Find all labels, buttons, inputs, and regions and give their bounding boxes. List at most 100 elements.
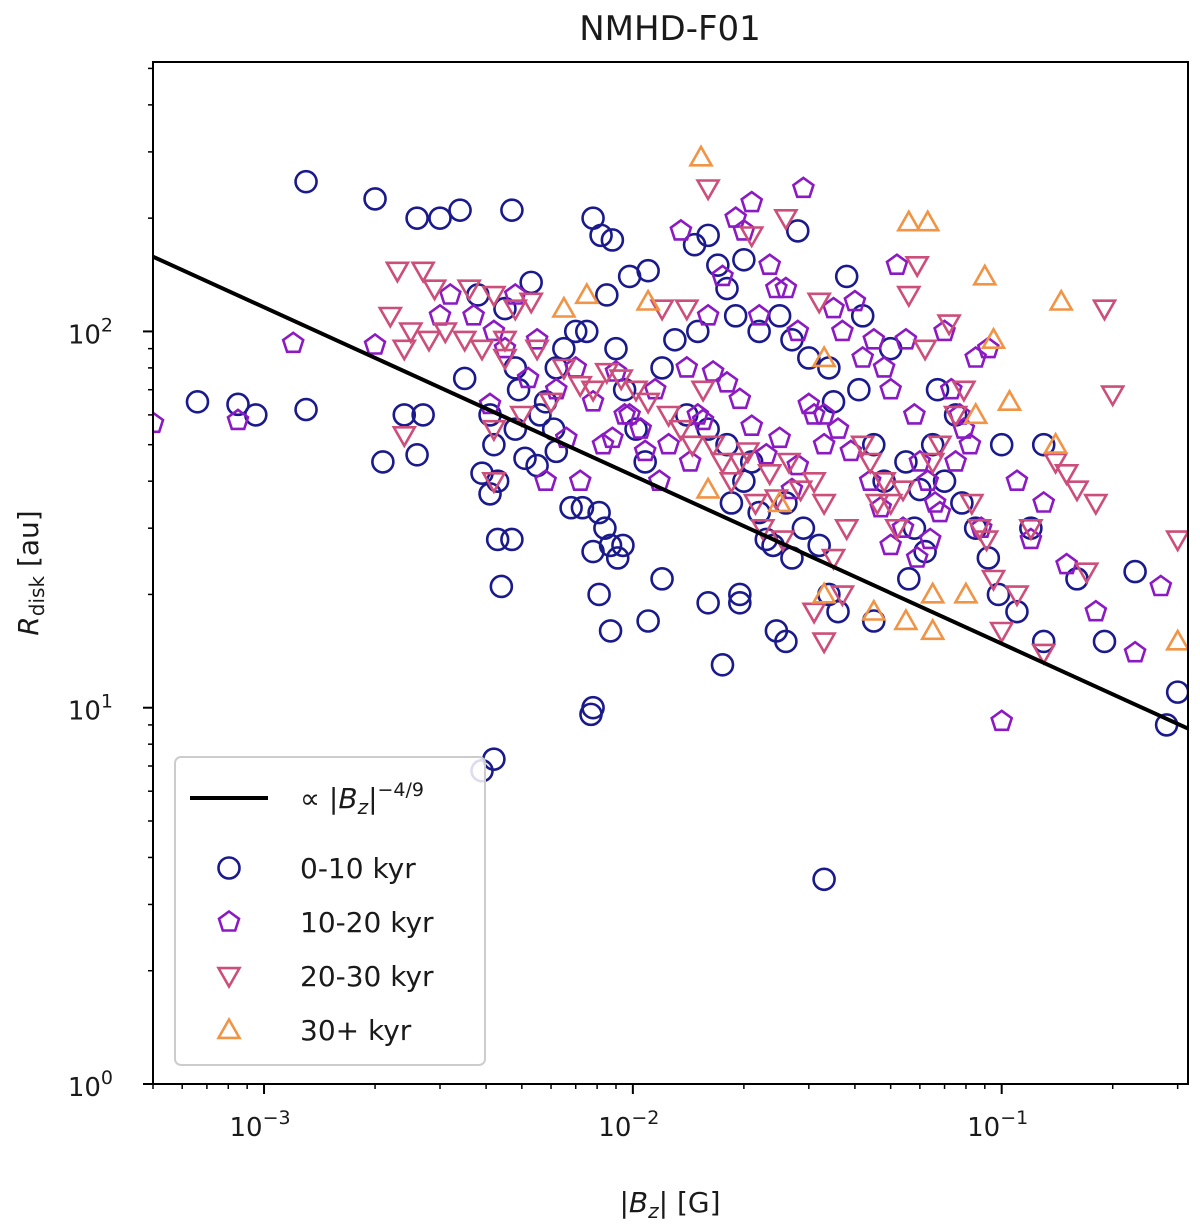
data-point [587, 582, 611, 607]
data-point [1048, 288, 1074, 311]
data-point [635, 288, 661, 311]
data-point [802, 402, 826, 425]
data-point [534, 469, 558, 492]
data-point [598, 533, 623, 558]
data-point [851, 345, 875, 368]
data-point [719, 491, 744, 515]
data-point [966, 518, 993, 542]
data-point [655, 405, 682, 429]
data-point [611, 533, 635, 558]
data-point [411, 403, 435, 427]
data-point [732, 469, 756, 493]
data-point [861, 609, 886, 633]
data-point [839, 439, 863, 462]
data-point [857, 452, 883, 476]
data-point [706, 253, 730, 277]
series-2 [153, 176, 1173, 732]
data-point [962, 401, 989, 425]
data-point [595, 283, 619, 307]
data-point [750, 518, 776, 542]
data-point [785, 219, 810, 243]
data-point [405, 443, 429, 467]
legend: ∝ |Bz|−4/9 0-10 kyr 10-20 kyr 20-30 kyr 30+ … [174, 756, 486, 1066]
data-point [696, 591, 720, 615]
data-point [481, 419, 507, 443]
data-point [469, 339, 495, 362]
y-axis: 100 101 102 [68, 67, 153, 1103]
data-point [428, 303, 452, 326]
data-point [786, 453, 810, 476]
data-point [618, 402, 642, 425]
data-point [858, 469, 882, 492]
legend-marker [216, 966, 242, 990]
data-point [509, 405, 535, 429]
legend-marker [217, 909, 241, 932]
chart-title: NMHD-F01 [579, 9, 761, 49]
data-point [478, 392, 502, 415]
data-point [1099, 385, 1126, 408]
data-point [890, 480, 916, 503]
data-point [959, 493, 985, 517]
data-point [826, 599, 850, 624]
data-point [513, 446, 537, 471]
data-point [732, 248, 756, 272]
data-point [650, 567, 674, 591]
data-point [657, 432, 681, 455]
data-point [896, 209, 922, 232]
data-point [1084, 599, 1108, 622]
data-point [942, 405, 969, 429]
data-point [1123, 559, 1147, 584]
data-point [932, 469, 957, 493]
data-point [980, 326, 1007, 350]
data-point [972, 263, 998, 286]
data-point [1042, 431, 1069, 454]
data-point [766, 489, 793, 513]
legend-label: 30+ kyr [300, 1014, 412, 1047]
data-layer [153, 144, 1188, 892]
data-point [489, 574, 514, 599]
data-point [728, 591, 752, 615]
data-point [568, 469, 592, 492]
data-point [686, 319, 710, 344]
data-point [185, 390, 210, 414]
data-point [226, 392, 250, 417]
data-point [598, 619, 623, 643]
data-point [363, 332, 387, 355]
data-point [593, 516, 617, 540]
data-point [710, 264, 735, 287]
data-point [891, 516, 915, 539]
data-point [896, 285, 922, 309]
data-point [747, 303, 771, 326]
data-point [623, 380, 649, 403]
data-point [456, 279, 482, 302]
data-point [675, 355, 699, 378]
data-point [391, 339, 418, 362]
data-point [791, 176, 815, 199]
data-point [812, 432, 836, 455]
data-point [544, 377, 568, 400]
data-point [226, 408, 250, 431]
data-point [700, 435, 726, 458]
data-point [791, 516, 816, 540]
data-point [908, 449, 932, 472]
data-point [570, 495, 595, 520]
data-point [902, 402, 926, 425]
legend-box [174, 756, 486, 1066]
data-point [690, 380, 716, 403]
data-point [862, 327, 886, 350]
data-point [834, 264, 859, 289]
data-point [493, 296, 517, 321]
data-point [847, 377, 871, 402]
data-point [1005, 599, 1029, 624]
data-point [936, 314, 962, 337]
data-point [679, 435, 706, 458]
data-point [830, 319, 854, 342]
data-point [953, 581, 979, 604]
data-point [740, 190, 764, 213]
data-point [410, 261, 436, 284]
data-point [482, 747, 506, 771]
data-point [976, 546, 1001, 570]
data-point [1123, 640, 1147, 663]
data-point [843, 289, 867, 312]
data-point [776, 452, 802, 476]
